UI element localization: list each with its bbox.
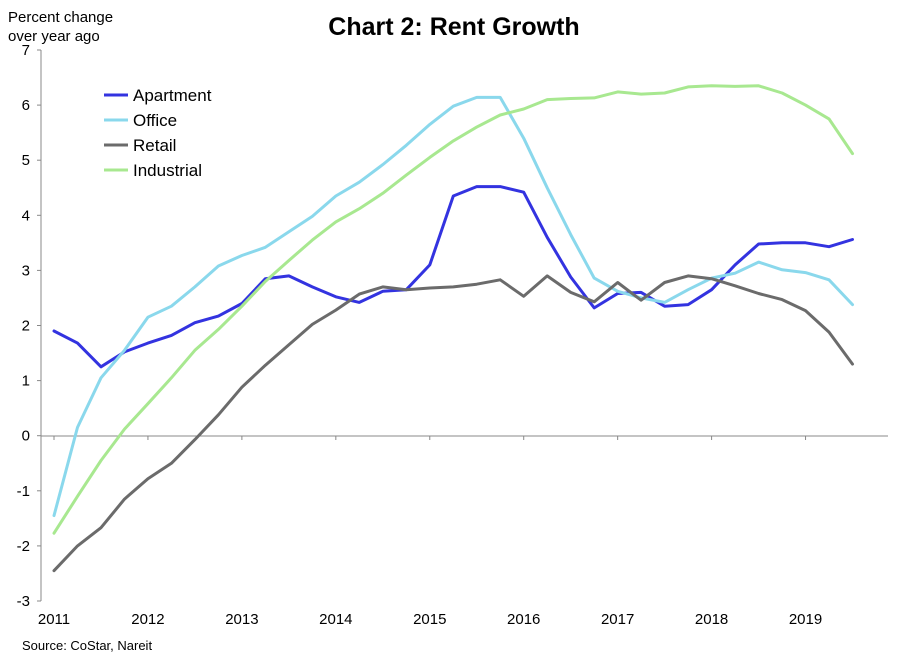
legend-label-industrial: Industrial	[133, 161, 202, 180]
x-tick-label: 2013	[225, 611, 258, 628]
series-line-apartment	[52, 185, 854, 369]
chart-title: Chart 2: Rent Growth	[328, 13, 579, 41]
y-tick-label: 2	[22, 318, 30, 335]
legend: Apartment Office Retail Industrial	[104, 86, 212, 180]
x-tick-label: 2015	[413, 611, 446, 628]
x-tick-label: 2016	[507, 611, 540, 628]
y-tick-label: 0	[22, 428, 30, 445]
y-axis-label-line-1: Percent change	[8, 9, 113, 26]
x-tick-label: 2018	[695, 611, 728, 628]
legend-label-office: Office	[133, 111, 177, 130]
y-axis-ticks: 7 6 5 4 3 2 1 0 -1 -2 -3	[17, 42, 41, 610]
y-tick-label: 5	[22, 152, 30, 169]
y-tick-label: -1	[17, 483, 30, 500]
x-tick-label: 2012	[131, 611, 164, 628]
x-tick-label: 2011	[38, 611, 70, 628]
series-line-retail	[52, 274, 854, 573]
series-line-office	[52, 95, 854, 518]
y-tick-label: 4	[22, 207, 30, 224]
series-line-industrial	[52, 84, 854, 535]
x-tick-label: 2017	[601, 611, 634, 628]
y-tick-label: -2	[17, 538, 30, 555]
series-lines	[52, 84, 854, 573]
y-axis-label-line-2: over year ago	[8, 28, 100, 45]
y-tick-label: 1	[22, 373, 30, 390]
y-tick-label: -3	[17, 593, 30, 610]
x-axis-ticks: 2011 2012 2013 2014 2015 2016 2017 2018 2019	[38, 436, 822, 628]
legend-label-apartment: Apartment	[133, 86, 212, 105]
x-tick-label: 2019	[789, 611, 822, 628]
y-tick-label: 7	[22, 42, 30, 59]
source-note: Source: CoStar, Nareit	[22, 638, 152, 653]
x-tick-label: 2014	[319, 611, 352, 628]
legend-label-retail: Retail	[133, 136, 176, 155]
y-tick-label: 6	[22, 97, 30, 114]
y-tick-label: 3	[22, 262, 30, 279]
